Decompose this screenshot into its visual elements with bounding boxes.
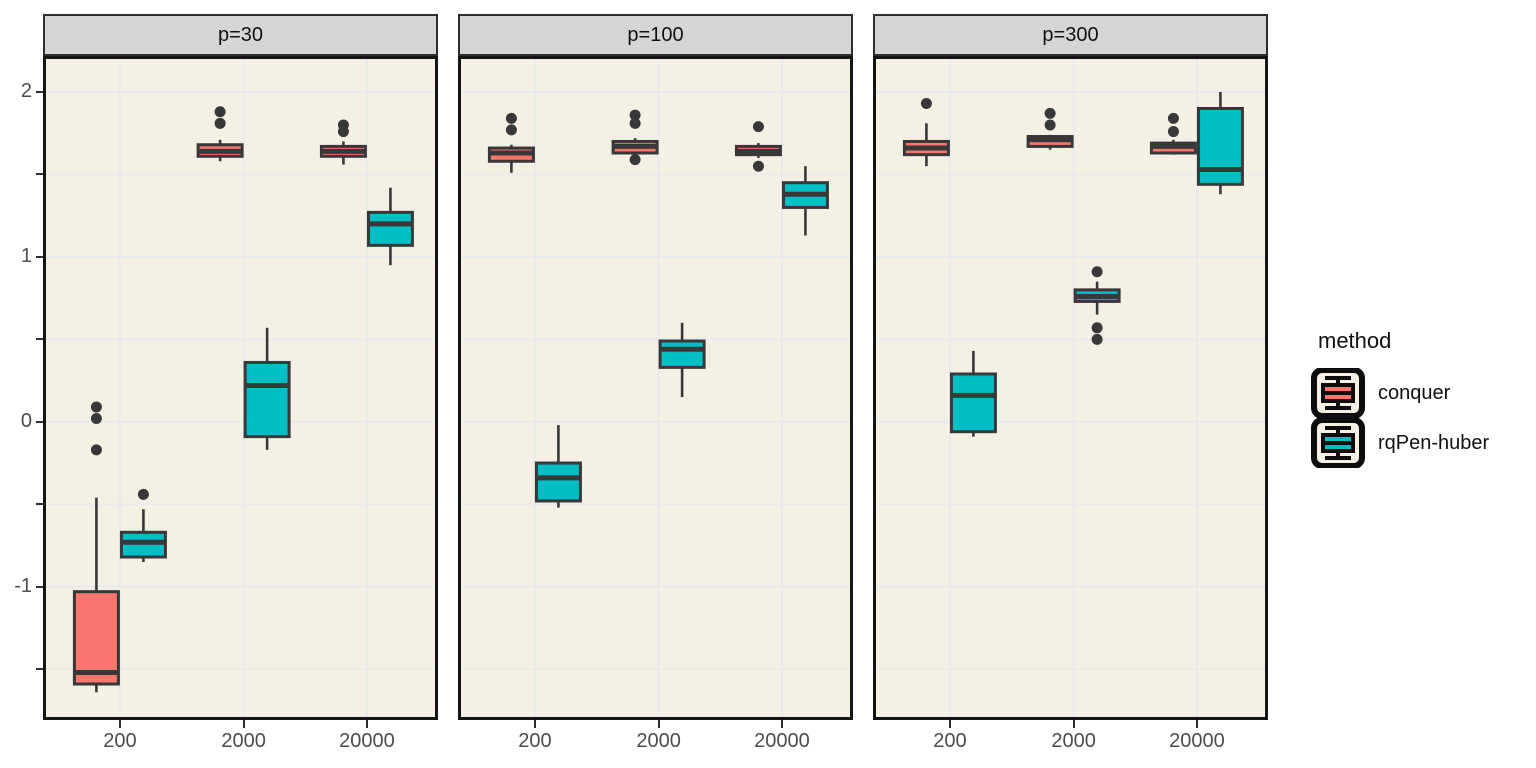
outlier-point xyxy=(1167,126,1179,138)
box-rqPen-huber-2000 xyxy=(658,339,706,369)
outlier-point xyxy=(137,488,149,500)
box-rqPen-huber-20000 xyxy=(1196,106,1244,186)
legend-key-boxplot-icon xyxy=(1311,418,1365,468)
x-axis-tick xyxy=(1195,720,1198,728)
x-axis-tick-label: 20000 xyxy=(1169,730,1225,752)
outlier-point xyxy=(505,112,517,124)
y-axis-tick xyxy=(36,585,43,588)
y-axis-tick-label: 2 xyxy=(20,79,32,102)
boxplot-canvas xyxy=(461,59,850,717)
outlier-point xyxy=(629,154,641,166)
plot-panel xyxy=(873,56,1268,720)
facet-strip: p=30 xyxy=(43,14,438,56)
facet-strip: p=100 xyxy=(458,14,853,56)
box-rqPen-huber-2000 xyxy=(243,360,291,439)
outlier-point xyxy=(1091,322,1103,334)
x-axis-tick-label: 200 xyxy=(518,730,552,752)
outlier-point xyxy=(505,124,517,136)
outlier-point xyxy=(90,401,102,413)
outlier-point xyxy=(214,117,226,129)
outlier-point xyxy=(90,444,102,456)
x-axis-tick xyxy=(533,720,536,728)
plot-panel xyxy=(458,56,853,720)
boxplot-canvas xyxy=(876,59,1265,717)
y-axis-tick xyxy=(36,255,43,258)
y-axis-tick-label: 1 xyxy=(20,244,32,267)
box-rqPen-huber-200 xyxy=(949,372,997,434)
legend: method conquer rqPen-huber xyxy=(1310,328,1489,468)
y-axis-tick-label: -1 xyxy=(14,574,32,597)
x-axis-tick xyxy=(242,720,245,728)
x-axis-tick xyxy=(948,720,951,728)
y-axis-tick-label: 0 xyxy=(20,409,32,432)
x-axis-tick xyxy=(657,720,660,728)
y-axis-tick xyxy=(36,338,43,341)
plot-panel xyxy=(43,56,438,720)
y-axis-tick xyxy=(36,420,43,423)
outlier-point xyxy=(752,160,764,172)
box-rqPen-huber-20000 xyxy=(366,210,414,247)
facet-strip-label: p=30 xyxy=(217,23,264,46)
legend-item-label: rqPen-huber xyxy=(1378,431,1490,454)
legend-item: conquer xyxy=(1310,368,1489,418)
outlier-point xyxy=(337,126,349,138)
facet-panel-3: p=300 xyxy=(873,14,1268,720)
outlier-point xyxy=(90,413,102,425)
outlier-point xyxy=(920,98,932,110)
facet-strip-label: p=300 xyxy=(1042,23,1099,46)
y-axis-tick xyxy=(36,173,43,176)
outlier-point xyxy=(1091,333,1103,345)
legend-title: method xyxy=(1318,328,1392,353)
box-rqPen-huber-200 xyxy=(534,461,582,503)
x-axis-tick xyxy=(780,720,783,728)
boxplot-canvas xyxy=(46,59,435,717)
legend-item: rqPen-huber xyxy=(1310,418,1489,468)
x-axis-tick-label: 2000 xyxy=(636,730,681,752)
x-axis-tick-label: 200 xyxy=(103,730,137,752)
legend-keys: conquer rqPen-huber xyxy=(1310,368,1489,468)
legend-key-boxplot-icon xyxy=(1311,368,1365,418)
facet-strip-label: p=100 xyxy=(627,23,684,46)
outlier-point xyxy=(1167,112,1179,124)
x-axis-tick-label: 2000 xyxy=(1051,730,1096,752)
legend-item-label: conquer xyxy=(1378,381,1451,404)
outlier-point xyxy=(752,121,764,133)
x-axis-tick xyxy=(1072,720,1075,728)
x-axis-tick-label: 20000 xyxy=(754,730,810,752)
outlier-point xyxy=(629,109,641,121)
x-axis-tick-label: 20000 xyxy=(339,730,395,752)
x-axis-tick xyxy=(365,720,368,728)
outlier-point xyxy=(1044,119,1056,131)
facet-strip: p=300 xyxy=(873,14,1268,56)
y-axis-tick xyxy=(36,503,43,506)
outlier-point xyxy=(629,117,641,129)
outlier-point xyxy=(1044,107,1056,119)
outlier-point xyxy=(214,106,226,118)
x-axis-tick-label: 2000 xyxy=(221,730,266,752)
y-axis-tick xyxy=(36,90,43,93)
facet-panel-1: p=30 xyxy=(43,14,438,720)
y-axis-tick xyxy=(36,668,43,671)
box-conquer-200 xyxy=(72,590,120,686)
x-axis-tick xyxy=(118,720,121,728)
x-axis-tick-label: 200 xyxy=(933,730,967,752)
facet-panel-2: p=100 xyxy=(458,14,853,720)
outlier-point xyxy=(1091,266,1103,278)
